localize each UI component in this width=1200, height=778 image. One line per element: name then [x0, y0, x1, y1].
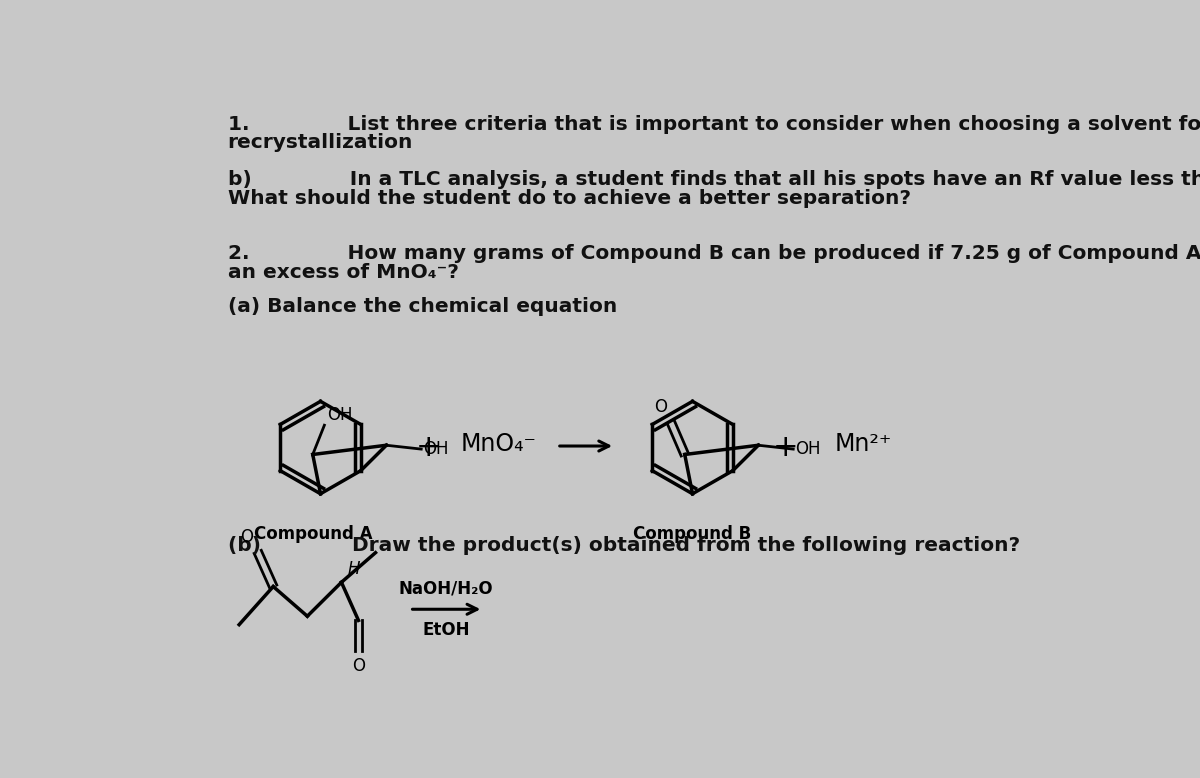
Text: 1.              List three criteria that is important to consider when choosing : 1. List three criteria that is important… [228, 115, 1200, 134]
Text: OH: OH [424, 440, 449, 458]
Text: Compound A: Compound A [253, 524, 372, 542]
Text: (a) Balance the chemical equation: (a) Balance the chemical equation [228, 297, 617, 317]
Text: NaOH/H₂O: NaOH/H₂O [398, 580, 493, 598]
Text: b)              In a TLC analysis, a student finds that all his spots have an Rf: b) In a TLC analysis, a student finds th… [228, 170, 1200, 189]
Text: OH: OH [326, 405, 353, 424]
Text: O: O [240, 527, 253, 545]
Text: EtOH: EtOH [422, 621, 470, 639]
Text: O: O [352, 657, 365, 675]
Text: MnO₄⁻: MnO₄⁻ [461, 432, 536, 456]
Text: +: + [773, 433, 798, 462]
Text: H: H [348, 560, 360, 579]
Text: What should the student do to achieve a better separation?: What should the student do to achieve a … [228, 189, 911, 208]
Text: O: O [654, 398, 667, 416]
Text: Mn²⁺: Mn²⁺ [834, 432, 892, 456]
Text: 2.              How many grams of Compound B can be produced if 7.25 g of Compou: 2. How many grams of Compound B can be p… [228, 244, 1200, 262]
Text: an excess of MnO₄⁻?: an excess of MnO₄⁻? [228, 263, 458, 282]
Text: +: + [416, 433, 442, 462]
Text: (b)             Draw the product(s) obtained from the following reaction?: (b) Draw the product(s) obtained from th… [228, 536, 1020, 555]
Text: recrystallization: recrystallization [228, 133, 413, 152]
Text: OH: OH [796, 440, 821, 458]
Text: Compound B: Compound B [634, 524, 751, 542]
